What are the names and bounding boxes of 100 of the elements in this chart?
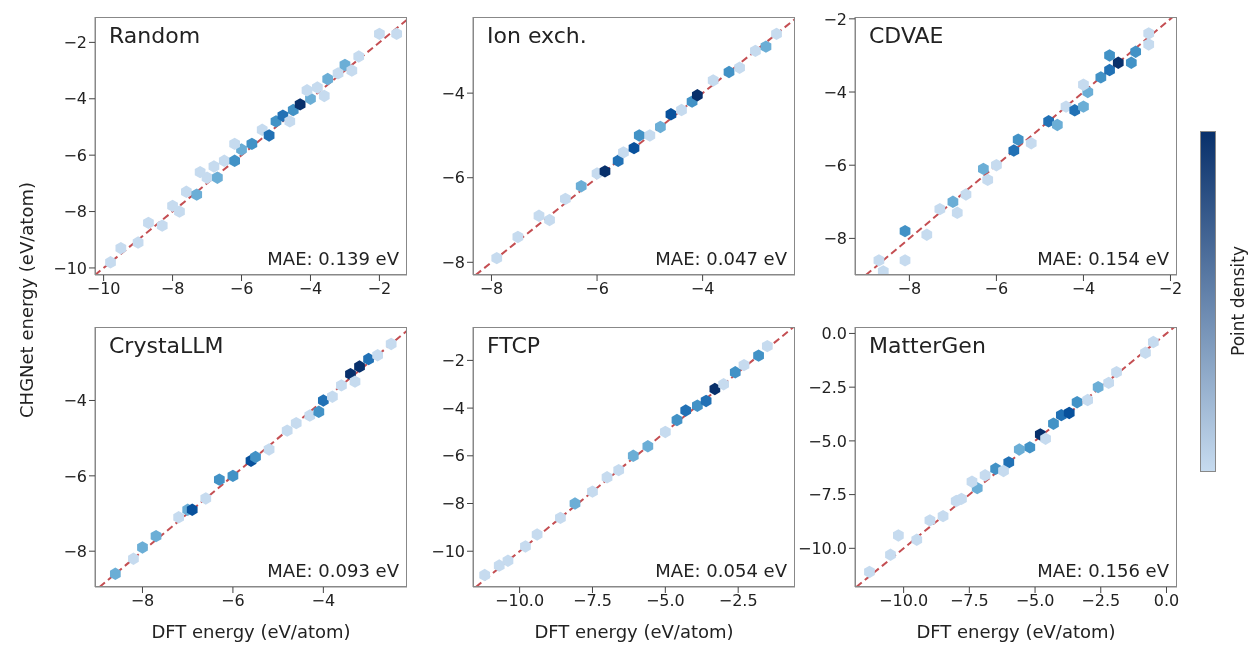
point bbox=[1111, 365, 1122, 379]
point bbox=[691, 89, 703, 102]
point bbox=[174, 205, 185, 218]
point bbox=[1095, 71, 1107, 84]
point bbox=[294, 98, 306, 111]
point bbox=[533, 209, 545, 222]
point bbox=[937, 509, 949, 523]
point bbox=[1125, 56, 1137, 69]
point bbox=[1078, 78, 1089, 91]
x-tick-label: −10 bbox=[86, 279, 121, 299]
point bbox=[290, 416, 302, 430]
point bbox=[642, 440, 654, 453]
point bbox=[911, 533, 923, 546]
point bbox=[346, 64, 358, 77]
x-axis-title: DFT energy (eV/atom) bbox=[915, 621, 1117, 642]
x-tick-label: −4 bbox=[690, 279, 715, 299]
x-tick-label: −6 bbox=[221, 591, 245, 611]
point bbox=[391, 27, 403, 41]
point bbox=[313, 405, 325, 418]
point bbox=[363, 352, 374, 366]
point bbox=[599, 165, 611, 178]
point bbox=[1024, 441, 1036, 454]
point bbox=[555, 511, 566, 525]
point bbox=[966, 475, 978, 488]
point bbox=[671, 413, 683, 427]
point bbox=[877, 265, 889, 275]
point bbox=[1071, 396, 1083, 409]
x-tick-label: −8 bbox=[130, 591, 155, 611]
y-tick-label: −6 bbox=[63, 466, 87, 486]
point bbox=[1008, 144, 1020, 157]
x-tick-label: −4 bbox=[298, 279, 323, 299]
point bbox=[349, 375, 361, 388]
point bbox=[327, 390, 338, 403]
point bbox=[301, 84, 313, 97]
x-tick-label: −2 bbox=[367, 279, 392, 299]
y-axis-title: CHGNet energy (eV/atom) bbox=[15, 182, 37, 418]
point bbox=[115, 242, 127, 255]
chart-title: CrystaLLM bbox=[109, 333, 224, 358]
point bbox=[956, 492, 967, 506]
point bbox=[186, 503, 198, 516]
point bbox=[885, 548, 896, 561]
point bbox=[947, 195, 959, 209]
point bbox=[1143, 27, 1155, 40]
point bbox=[317, 394, 329, 407]
x-tick-label: −10.0 bbox=[495, 591, 545, 611]
y-tick-label: −4 bbox=[63, 89, 87, 109]
chart-title: Ion exch. bbox=[487, 23, 587, 48]
point bbox=[312, 81, 323, 94]
point bbox=[709, 382, 721, 396]
point bbox=[613, 463, 625, 477]
point bbox=[132, 236, 144, 249]
point bbox=[723, 65, 735, 79]
y-tick-label: −6 bbox=[823, 155, 847, 175]
point bbox=[263, 443, 275, 456]
y-tick-label: −2 bbox=[823, 9, 847, 29]
point bbox=[1012, 133, 1024, 146]
x-tick-label: −6 bbox=[229, 279, 254, 299]
x-axis-title: DFT energy (eV/atom) bbox=[533, 621, 735, 642]
point bbox=[734, 61, 745, 74]
x-tick-label: −4 bbox=[311, 591, 336, 611]
x-tick-label: −8 bbox=[160, 279, 185, 299]
point bbox=[354, 360, 365, 373]
point bbox=[1013, 443, 1025, 456]
point bbox=[173, 511, 185, 524]
point bbox=[385, 337, 397, 351]
point bbox=[180, 185, 192, 199]
point bbox=[628, 141, 640, 155]
x-tick-label: −2.5 bbox=[1081, 591, 1121, 611]
point bbox=[1130, 45, 1142, 58]
point bbox=[627, 449, 639, 463]
point bbox=[105, 256, 116, 269]
x-tick-label: −8 bbox=[479, 279, 504, 299]
point bbox=[921, 228, 933, 241]
point bbox=[137, 541, 148, 554]
color-bar-title: Point density bbox=[1228, 246, 1248, 356]
point bbox=[680, 404, 692, 417]
point bbox=[873, 254, 885, 267]
point bbox=[718, 378, 729, 391]
point bbox=[520, 540, 531, 553]
point bbox=[738, 358, 750, 372]
point bbox=[1048, 417, 1059, 430]
point bbox=[372, 349, 383, 362]
point bbox=[1069, 104, 1081, 117]
y-tick-label: −10 bbox=[53, 258, 87, 278]
point bbox=[665, 108, 677, 121]
y-tick-label: −4 bbox=[63, 391, 87, 411]
point bbox=[281, 424, 293, 437]
y-tick-label: −5.0 bbox=[808, 431, 847, 451]
point bbox=[924, 514, 936, 527]
y-tick-label: −2 bbox=[441, 351, 465, 371]
point bbox=[601, 471, 613, 484]
point bbox=[978, 162, 989, 176]
point bbox=[479, 568, 491, 582]
y-tick-label: −8 bbox=[63, 541, 87, 561]
point bbox=[213, 473, 225, 486]
point bbox=[760, 40, 772, 53]
point bbox=[587, 485, 598, 498]
point bbox=[194, 165, 206, 179]
annotation: MAE: 0.156 eV bbox=[1037, 560, 1169, 581]
point bbox=[531, 528, 543, 541]
